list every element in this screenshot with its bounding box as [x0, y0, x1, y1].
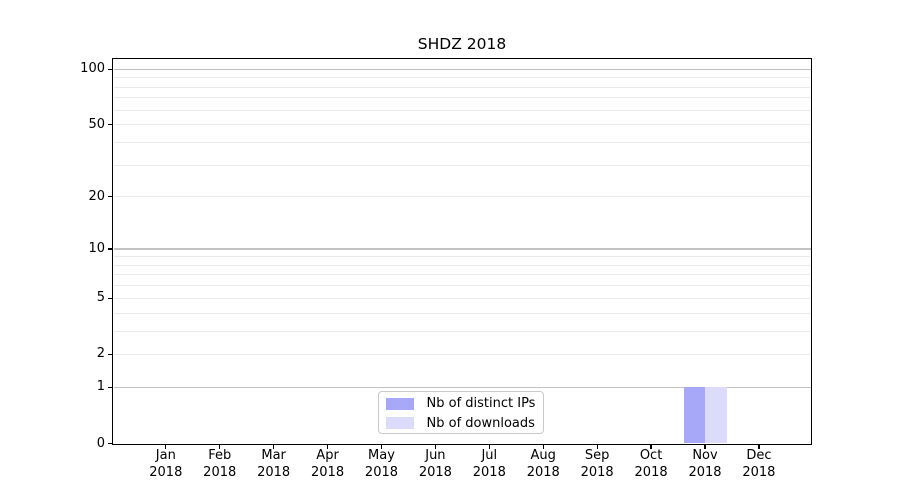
gridline-minor [113, 330, 811, 332]
x-tick-label: Feb 2018 [188, 448, 252, 481]
x-tick-label: Dec 2018 [727, 448, 791, 481]
x-tick-mark [434, 445, 437, 449]
gridline-minor [113, 164, 811, 166]
gridline-minor [113, 124, 811, 126]
y-tick-label: 100 [80, 61, 105, 77]
x-tick-label-month: Feb [208, 448, 232, 463]
x-tick-label-year: 2018 [526, 464, 560, 480]
x-tick-label-year: 2018 [472, 464, 506, 480]
gridline-major [113, 386, 811, 388]
x-tick-mark [758, 445, 760, 449]
x-tick-mark [272, 445, 275, 449]
x-tick-label-month: Oct [639, 448, 663, 463]
x-tick-label-year: 2018 [580, 464, 614, 480]
x-tick-label-year: 2018 [688, 464, 722, 480]
y-tick-label: 2 [96, 346, 105, 362]
x-tick-label: Sep 2018 [565, 448, 629, 481]
x-tick-label: Apr 2018 [296, 448, 360, 481]
legend-item-distinct-ips: Nb of distinct IPs [385, 394, 543, 414]
x-tick-mark [542, 445, 544, 449]
x-tick-mark [165, 445, 167, 449]
x-tick-label-month: Sep [584, 448, 610, 463]
y-tick-mark [108, 442, 112, 445]
x-tick-label-year: 2018 [149, 464, 183, 480]
x-tick-label-month: Apr [316, 448, 339, 463]
gridline-minor [113, 274, 811, 276]
x-tick-mark [650, 445, 652, 449]
x-tick-label-month: Mar [261, 448, 286, 463]
gridline-minor [113, 97, 811, 99]
x-tick-label: Jul 2018 [457, 448, 521, 481]
x-tick-label-month: Nov [692, 448, 718, 463]
legend-label-downloads: Nb of downloads [426, 415, 535, 431]
x-tick-mark [596, 445, 598, 449]
y-tick-mark [108, 386, 112, 388]
y-tick-mark [108, 68, 112, 70]
plot-area [112, 58, 812, 445]
y-tick-mark [108, 353, 112, 356]
y-tick-label: 0 [96, 435, 105, 451]
legend-item-downloads: Nb of downloads [385, 414, 543, 434]
x-tick-label: Jan 2018 [134, 448, 198, 481]
x-tick-label-year: 2018 [634, 464, 668, 480]
x-tick-mark [219, 445, 221, 449]
x-tick-label-year: 2018 [364, 464, 399, 480]
y-tick-label: 20 [88, 188, 105, 204]
x-tick-label-year: 2018 [418, 464, 452, 480]
chart-title: SHDZ 2018 [417, 35, 507, 53]
x-tick-label: Mar 2018 [242, 448, 306, 481]
y-tick-label: 1 [96, 379, 105, 395]
y-tick-mark [108, 248, 112, 250]
gridline-minor [113, 353, 811, 355]
x-tick-label-month: Jun [425, 448, 446, 463]
gridline-minor [113, 196, 811, 198]
x-tick-label: Nov 2018 [673, 448, 737, 481]
y-tick-label: 5 [96, 290, 105, 306]
x-tick-label-month: Jan [155, 448, 176, 463]
legend-swatch-distinct-ips [385, 397, 414, 410]
gridline-minor [113, 285, 811, 287]
gridline-minor [113, 77, 811, 79]
gridline-minor [113, 264, 811, 266]
x-tick-label-month: Dec [746, 448, 772, 463]
x-tick-label: Oct 2018 [619, 448, 683, 481]
gridline-major [113, 68, 811, 70]
legend-swatch-downloads [385, 417, 414, 430]
y-tick-mark [108, 124, 112, 126]
y-tick-label: 10 [88, 241, 105, 257]
x-tick-label-month: Aug [530, 448, 556, 463]
x-tick-mark [704, 445, 706, 449]
y-tick-mark [108, 297, 112, 299]
x-tick-label: May 2018 [349, 448, 413, 481]
bar-nb-of-distinct-ips-nov [683, 387, 705, 444]
gridline-minor [113, 312, 811, 314]
x-tick-label-year: 2018 [203, 464, 237, 480]
x-tick-label: Jun 2018 [403, 448, 467, 481]
gridline-minor [113, 256, 811, 258]
gridline-minor [113, 109, 811, 111]
x-tick-mark [380, 445, 383, 449]
gridline-major [113, 248, 811, 250]
x-tick-label-year: 2018 [311, 464, 345, 480]
x-tick-label-year: 2018 [742, 464, 776, 480]
y-tick-mark [108, 196, 112, 198]
x-tick-label-month: May [368, 448, 395, 463]
gridline-minor [113, 297, 811, 299]
legend: Nb of distinct IPs Nb of downloads [377, 390, 544, 434]
x-tick-mark [488, 445, 490, 449]
bar-nb-of-downloads-nov [705, 387, 727, 444]
x-tick-label-year: 2018 [257, 464, 291, 480]
gridline-minor [113, 141, 811, 143]
x-tick-label: Aug 2018 [511, 448, 575, 481]
x-tick-label-month: Jul [481, 448, 498, 463]
legend-label-distinct-ips: Nb of distinct IPs [426, 396, 536, 412]
x-tick-mark [326, 445, 329, 449]
y-tick-label: 50 [88, 116, 105, 132]
gridline-minor [113, 86, 811, 88]
